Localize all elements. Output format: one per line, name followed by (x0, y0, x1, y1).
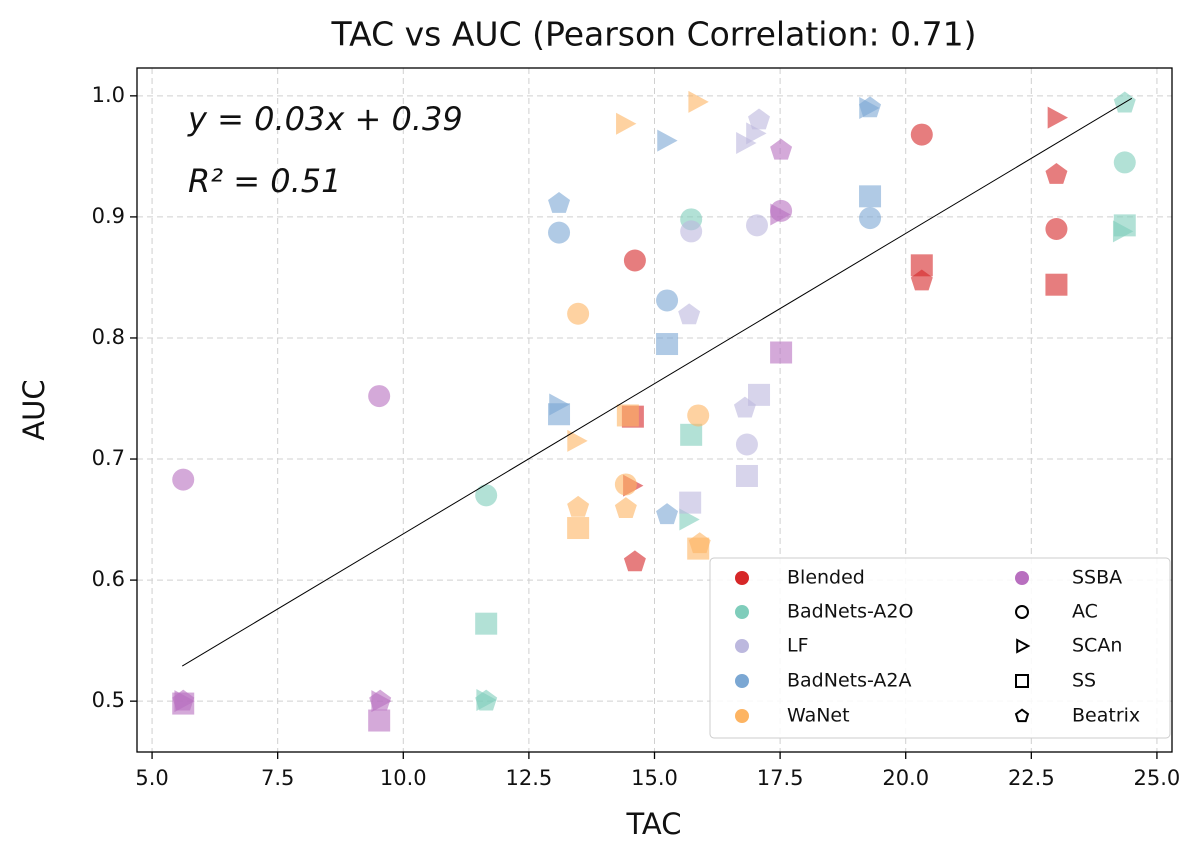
legend-label: AC (1072, 601, 1098, 623)
legend-swatch (735, 571, 749, 585)
point (172, 468, 195, 491)
y-tick-label: 0.5 (92, 688, 125, 712)
point (567, 302, 590, 325)
point (859, 96, 882, 118)
y-tick-label: 0.8 (92, 325, 125, 349)
legend-label: SS (1072, 670, 1096, 692)
x-tick-label: 7.5 (261, 766, 294, 790)
point (745, 214, 768, 237)
point (1047, 106, 1068, 129)
legend-swatch (735, 605, 749, 619)
point (548, 403, 571, 426)
legend-swatch (1015, 605, 1029, 619)
point (657, 129, 678, 152)
point (770, 203, 791, 226)
legend-label: Blended (787, 567, 865, 589)
point (859, 185, 882, 208)
point (616, 404, 639, 427)
fit-line (181, 97, 1133, 667)
point (687, 537, 710, 560)
point (770, 138, 793, 160)
point (368, 385, 391, 408)
point (1113, 151, 1136, 174)
legend-label: SCAn (1072, 635, 1122, 657)
point (623, 249, 646, 272)
legend-swatch (1015, 571, 1029, 585)
point (680, 220, 703, 243)
plot-frame (136, 67, 1173, 753)
x-tick-label: 20.0 (882, 766, 929, 790)
point (548, 221, 571, 244)
point (910, 254, 933, 277)
annotation: y = 0.03x + 0.39 (187, 100, 463, 138)
x-tick-label: 22.5 (1008, 766, 1055, 790)
point (746, 122, 767, 145)
point (616, 112, 637, 135)
y-tick-label: 0.9 (92, 204, 125, 228)
point (475, 612, 498, 635)
point (475, 484, 498, 507)
point (910, 123, 933, 146)
point (656, 503, 679, 525)
point (567, 495, 590, 517)
point (623, 550, 646, 572)
point (656, 289, 679, 312)
point (687, 404, 710, 427)
point (548, 192, 571, 213)
point (567, 429, 588, 452)
point (1045, 218, 1068, 241)
point (688, 90, 709, 113)
point (735, 433, 758, 456)
point (859, 207, 882, 230)
legend-swatch (1014, 708, 1030, 723)
y-tick-label: 0.7 (92, 446, 125, 470)
legend-label: LF (787, 635, 809, 657)
point (748, 108, 770, 130)
point (172, 692, 195, 715)
annotation: R² = 0.51 (188, 162, 341, 200)
x-tick-label: 12.5 (506, 766, 553, 790)
point (679, 491, 702, 514)
legend-label: BadNets-A2A (787, 670, 912, 692)
point (1045, 162, 1068, 184)
point (770, 341, 793, 364)
point (614, 497, 637, 519)
point (476, 688, 497, 711)
point (656, 333, 679, 356)
legend-label: Beatrix (1072, 705, 1140, 727)
legend-swatch (735, 709, 749, 723)
x-tick-label: 15.0 (631, 766, 678, 790)
point (368, 709, 391, 732)
point (748, 383, 771, 406)
legend-box (709, 557, 1171, 739)
legend-label: BadNets-A2O (787, 601, 913, 623)
point (567, 517, 590, 540)
x-axis-label: TAC (625, 807, 681, 841)
point (735, 464, 758, 487)
x-tick-label: 5.0 (135, 766, 168, 790)
legend-label: SSBA (1072, 567, 1122, 589)
point (679, 508, 700, 531)
y-tick-label: 0.6 (92, 567, 125, 591)
x-tick-label: 25.0 (1134, 766, 1181, 790)
point (614, 473, 637, 496)
x-tick-label: 10.0 (380, 766, 427, 790)
point (680, 423, 703, 446)
y-tick-label: 1.0 (92, 83, 125, 107)
legend-swatch (735, 639, 749, 653)
point (1045, 273, 1068, 296)
legend-swatch (735, 674, 749, 688)
legend-label: WaNet (787, 705, 850, 727)
chart-title: TAC vs AUC (Pearson Correlation: 0.71) (331, 15, 977, 54)
legend-swatch (1015, 674, 1029, 688)
x-tick-label: 17.5 (757, 766, 804, 790)
legend-swatch (1016, 638, 1031, 654)
point (1113, 214, 1136, 237)
point (369, 689, 392, 711)
y-axis-label: AUC (17, 379, 51, 440)
point (678, 303, 701, 325)
